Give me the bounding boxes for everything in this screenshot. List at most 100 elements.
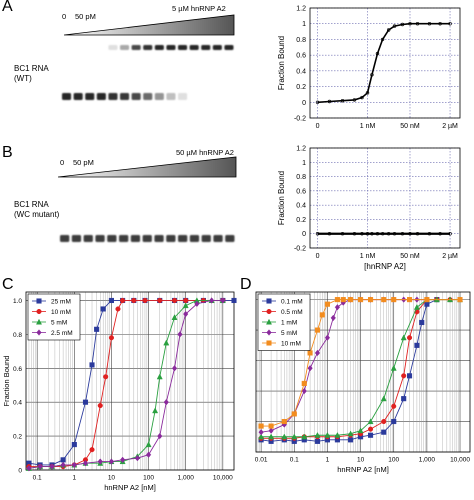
gel-a-conc-high: 5 µM hnRNP A2 (172, 4, 226, 13)
chart-b-data-point (392, 232, 397, 236)
chart-c-data-point (157, 432, 163, 440)
chart-c-ytick-label: 1.0 (13, 298, 22, 305)
chart-d-data-point (334, 304, 341, 311)
chart-c-xlabel: hnRNP A2 [nM] (104, 483, 156, 492)
chart-c-data-point (82, 399, 89, 405)
gel-a-free-band-lane-6 (120, 93, 130, 100)
gel-b-free-band-lane-6 (119, 235, 129, 242)
chart-c-data-point (157, 297, 163, 304)
gel-a-free-band-lane-8 (143, 93, 153, 100)
chart-b-data-point (360, 232, 364, 236)
panel-letter-a: A (2, 0, 13, 15)
chart-a-ytick-label: 1 (302, 21, 306, 28)
chart-b: -0.2 0 0.2 0.4 0.6 0.8 1 1.2 0 1 nM 50 nM 2 µM Fract… (277, 146, 461, 271)
gel-b-rna-label: BC1 RNA (14, 200, 49, 209)
chart-d-xtick-label: 0.1 (290, 457, 299, 464)
chart-d-data-point (301, 387, 307, 395)
chart-c-data-point (103, 374, 109, 380)
chart-d-xtick-label: 0.01 (255, 457, 268, 464)
gel-a-free-band-lane-7 (131, 93, 141, 100)
chart-d: 0.01 0.1 1 10 100 1,000 10,000 hnRNP A2 [nM] 0.1… (255, 291, 471, 474)
chart-c-data-point (71, 461, 77, 469)
chart-c-data-point (108, 458, 115, 465)
chart-d-data-point (301, 380, 307, 386)
chart-b-data-point (340, 232, 345, 236)
chart-c-xtick-label: 1 (72, 475, 76, 482)
chart-c-data-point (119, 456, 126, 464)
chart-d-legend-label: 0.5 mM (281, 309, 303, 316)
chart-c-legend-label: 10 mM (51, 309, 71, 316)
gel-b-conc-low: 50 pM (73, 158, 94, 167)
chart-d-data-point (258, 423, 264, 429)
gel-a-image (62, 45, 234, 100)
gel-b-free-band-lane-12 (189, 235, 200, 242)
chart-b-data-point (386, 232, 391, 236)
chart-c-xtick-label: 10,000 (213, 475, 233, 482)
chart-d-data-point (368, 297, 374, 303)
chart-c-data-point (37, 463, 43, 470)
chart-c-data-point (183, 310, 189, 318)
chart-c-xtick-label: 10 (108, 475, 116, 482)
chart-c-data-point (171, 314, 178, 320)
chart-c-data-point (142, 297, 148, 304)
chart-b-ytick-label: 0 (302, 231, 306, 238)
chart-d-legend-label: 10 mM (281, 341, 301, 348)
chart-b-xtick-label: 0 (316, 253, 320, 260)
gel-b-free-band-lane-1 (60, 235, 70, 242)
gel-b-free-band-lane-5 (107, 235, 117, 242)
gel-b-image (60, 235, 235, 242)
gel-a-rna-label: BC1 RNA (14, 64, 49, 73)
panel-letter-c: C (2, 276, 14, 293)
chart-d-data-point (391, 403, 397, 409)
chart-a-ytick-label: 0.4 (296, 68, 306, 75)
chart-d-grid (256, 292, 470, 453)
chart-d-data-point (291, 411, 297, 417)
chart-a-ylabel: Fraction Bound (277, 36, 286, 90)
chart-c-data-point (220, 297, 226, 304)
chart-c-ylabel: Fraction Bound (2, 356, 11, 407)
chart-c-data-point (194, 300, 200, 308)
gel-a-free-band-lane-5 (108, 93, 118, 100)
chart-b-ytick-label: 0.2 (296, 217, 306, 224)
chart-a-series-1-line (317, 22, 451, 104)
chart-c-data-point (97, 458, 103, 465)
chart-c-data-point (97, 403, 103, 409)
chart-a-data-point (438, 22, 442, 26)
chart-a-data-point (315, 100, 320, 104)
chart-d-data-point (391, 297, 397, 303)
gel-b-free-band-lane-13 (201, 235, 211, 242)
chart-d-data-point (400, 334, 407, 341)
chart-c-data-point (145, 451, 152, 458)
chart-d-legend-label: 0.1 mM (281, 299, 303, 306)
chart-b-xtick-label: 50 nM (400, 253, 420, 260)
chart-c-data-point (49, 463, 55, 470)
gel-b-conc-start: 0 (60, 158, 65, 167)
chart-c-data-point (231, 297, 237, 304)
chart-d-data-point (390, 364, 397, 371)
chart-b-data-point (380, 232, 385, 236)
chart-d-data-point (406, 297, 413, 303)
gel-b-free-band-lane-10 (166, 235, 176, 242)
chart-a-series-1 (315, 22, 452, 104)
chart-d-data-point (319, 312, 325, 318)
chart-a-data-point (408, 22, 412, 26)
chart-a-ytick-label: 0.6 (296, 53, 306, 60)
gel-b-free-band-lane-11 (178, 235, 188, 242)
chart-d-data-point (367, 418, 374, 425)
chart-c-ytick-label: 0 (18, 468, 22, 475)
chart-c-legend-marker (36, 329, 42, 336)
gel-a-bound-band-lane-15 (224, 45, 234, 50)
gel-b-free-band-lane-8 (142, 235, 152, 242)
chart-d-legend-marker (266, 298, 272, 304)
chart-b-data-point (438, 232, 442, 236)
chart-b-ytick-label: 0.4 (296, 203, 306, 210)
chart-d-xlabel: hnRNP A2 [nM] (337, 465, 389, 474)
gel-a-bound-band-lane-8 (143, 45, 153, 50)
chart-c-data-point (209, 297, 215, 304)
chart-c-data-point (145, 441, 152, 448)
chart-c-xtick-label: 0.1 (33, 475, 42, 482)
chart-d-data-point (401, 396, 407, 402)
gel-a-free-band-lane-9 (154, 93, 164, 100)
chart-c-data-point (108, 297, 114, 304)
chart-d-data-point (414, 342, 420, 348)
